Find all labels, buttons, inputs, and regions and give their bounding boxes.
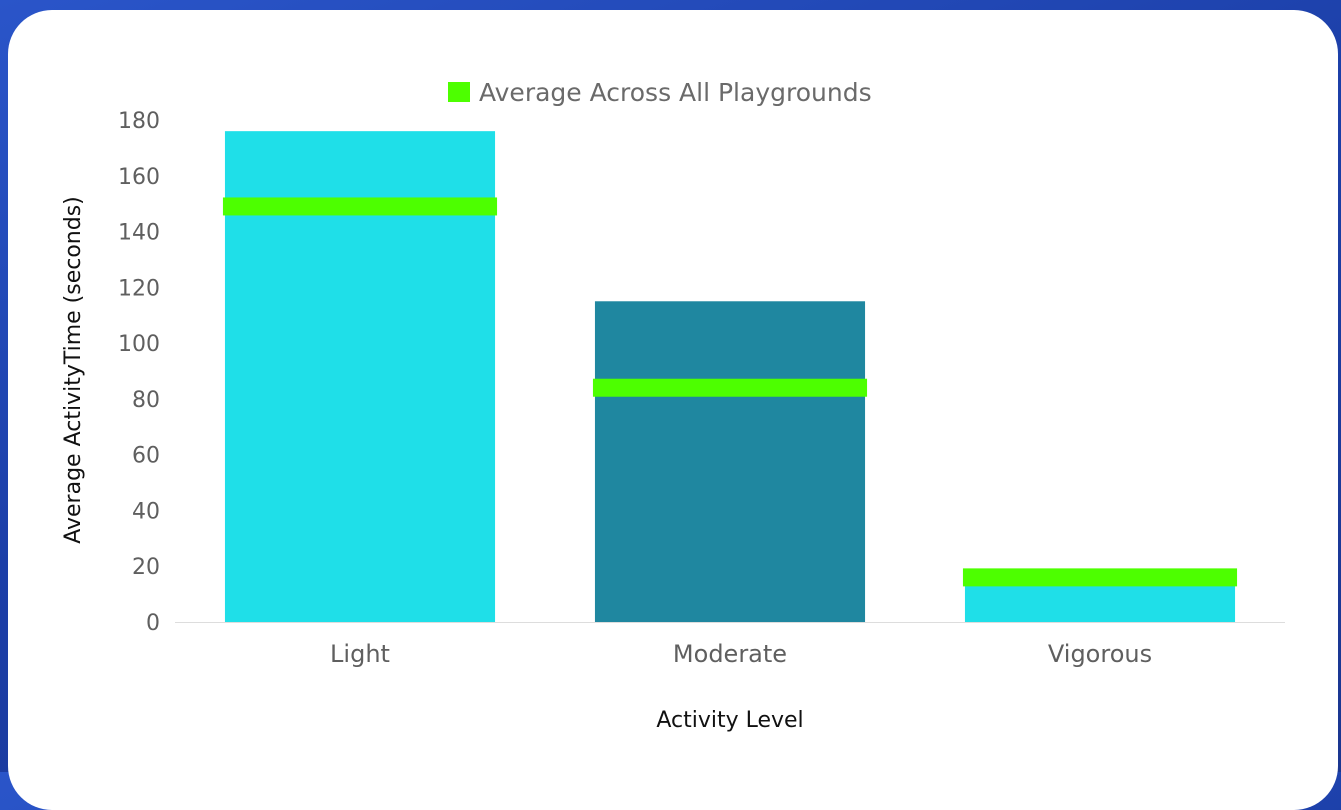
legend-label: Average Across All Playgrounds (479, 78, 872, 107)
y-tick-label: 80 (132, 388, 160, 413)
y-tick-label: 180 (118, 109, 160, 134)
bar-vigorous (964, 585, 1236, 622)
y-tick-label: 20 (132, 555, 160, 580)
x-category-label: Light (330, 640, 390, 668)
y-tick-label: 120 (118, 276, 160, 301)
y-axis-ticks: 0 20 40 60 80 100 120 140 160 180 (118, 109, 160, 636)
bar-chart: Average Across All Playgrounds 0 20 40 60 80… (61, 78, 1285, 733)
legend: Average Across All Playgrounds (448, 78, 872, 107)
y-tick-label: 40 (132, 499, 160, 524)
legend-swatch (448, 82, 470, 102)
bar-moderate (594, 301, 866, 622)
y-tick-label: 0 (146, 611, 160, 636)
y-axis-label: Average ActivityTime (seconds) (61, 196, 86, 544)
y-tick-label: 100 (118, 332, 160, 357)
x-axis-categories: Light Moderate Vigorous (330, 640, 1152, 668)
y-tick-label: 140 (118, 221, 160, 246)
y-tick-label: 60 (132, 444, 160, 469)
average-marker-light (222, 197, 498, 216)
average-markers (222, 197, 1238, 587)
x-category-label: Moderate (673, 640, 787, 668)
average-marker-moderate (592, 378, 868, 397)
x-axis-label: Activity Level (656, 708, 803, 733)
average-marker-vigorous (962, 568, 1238, 587)
y-tick-label: 160 (118, 165, 160, 190)
x-category-label: Vigorous (1048, 640, 1152, 668)
